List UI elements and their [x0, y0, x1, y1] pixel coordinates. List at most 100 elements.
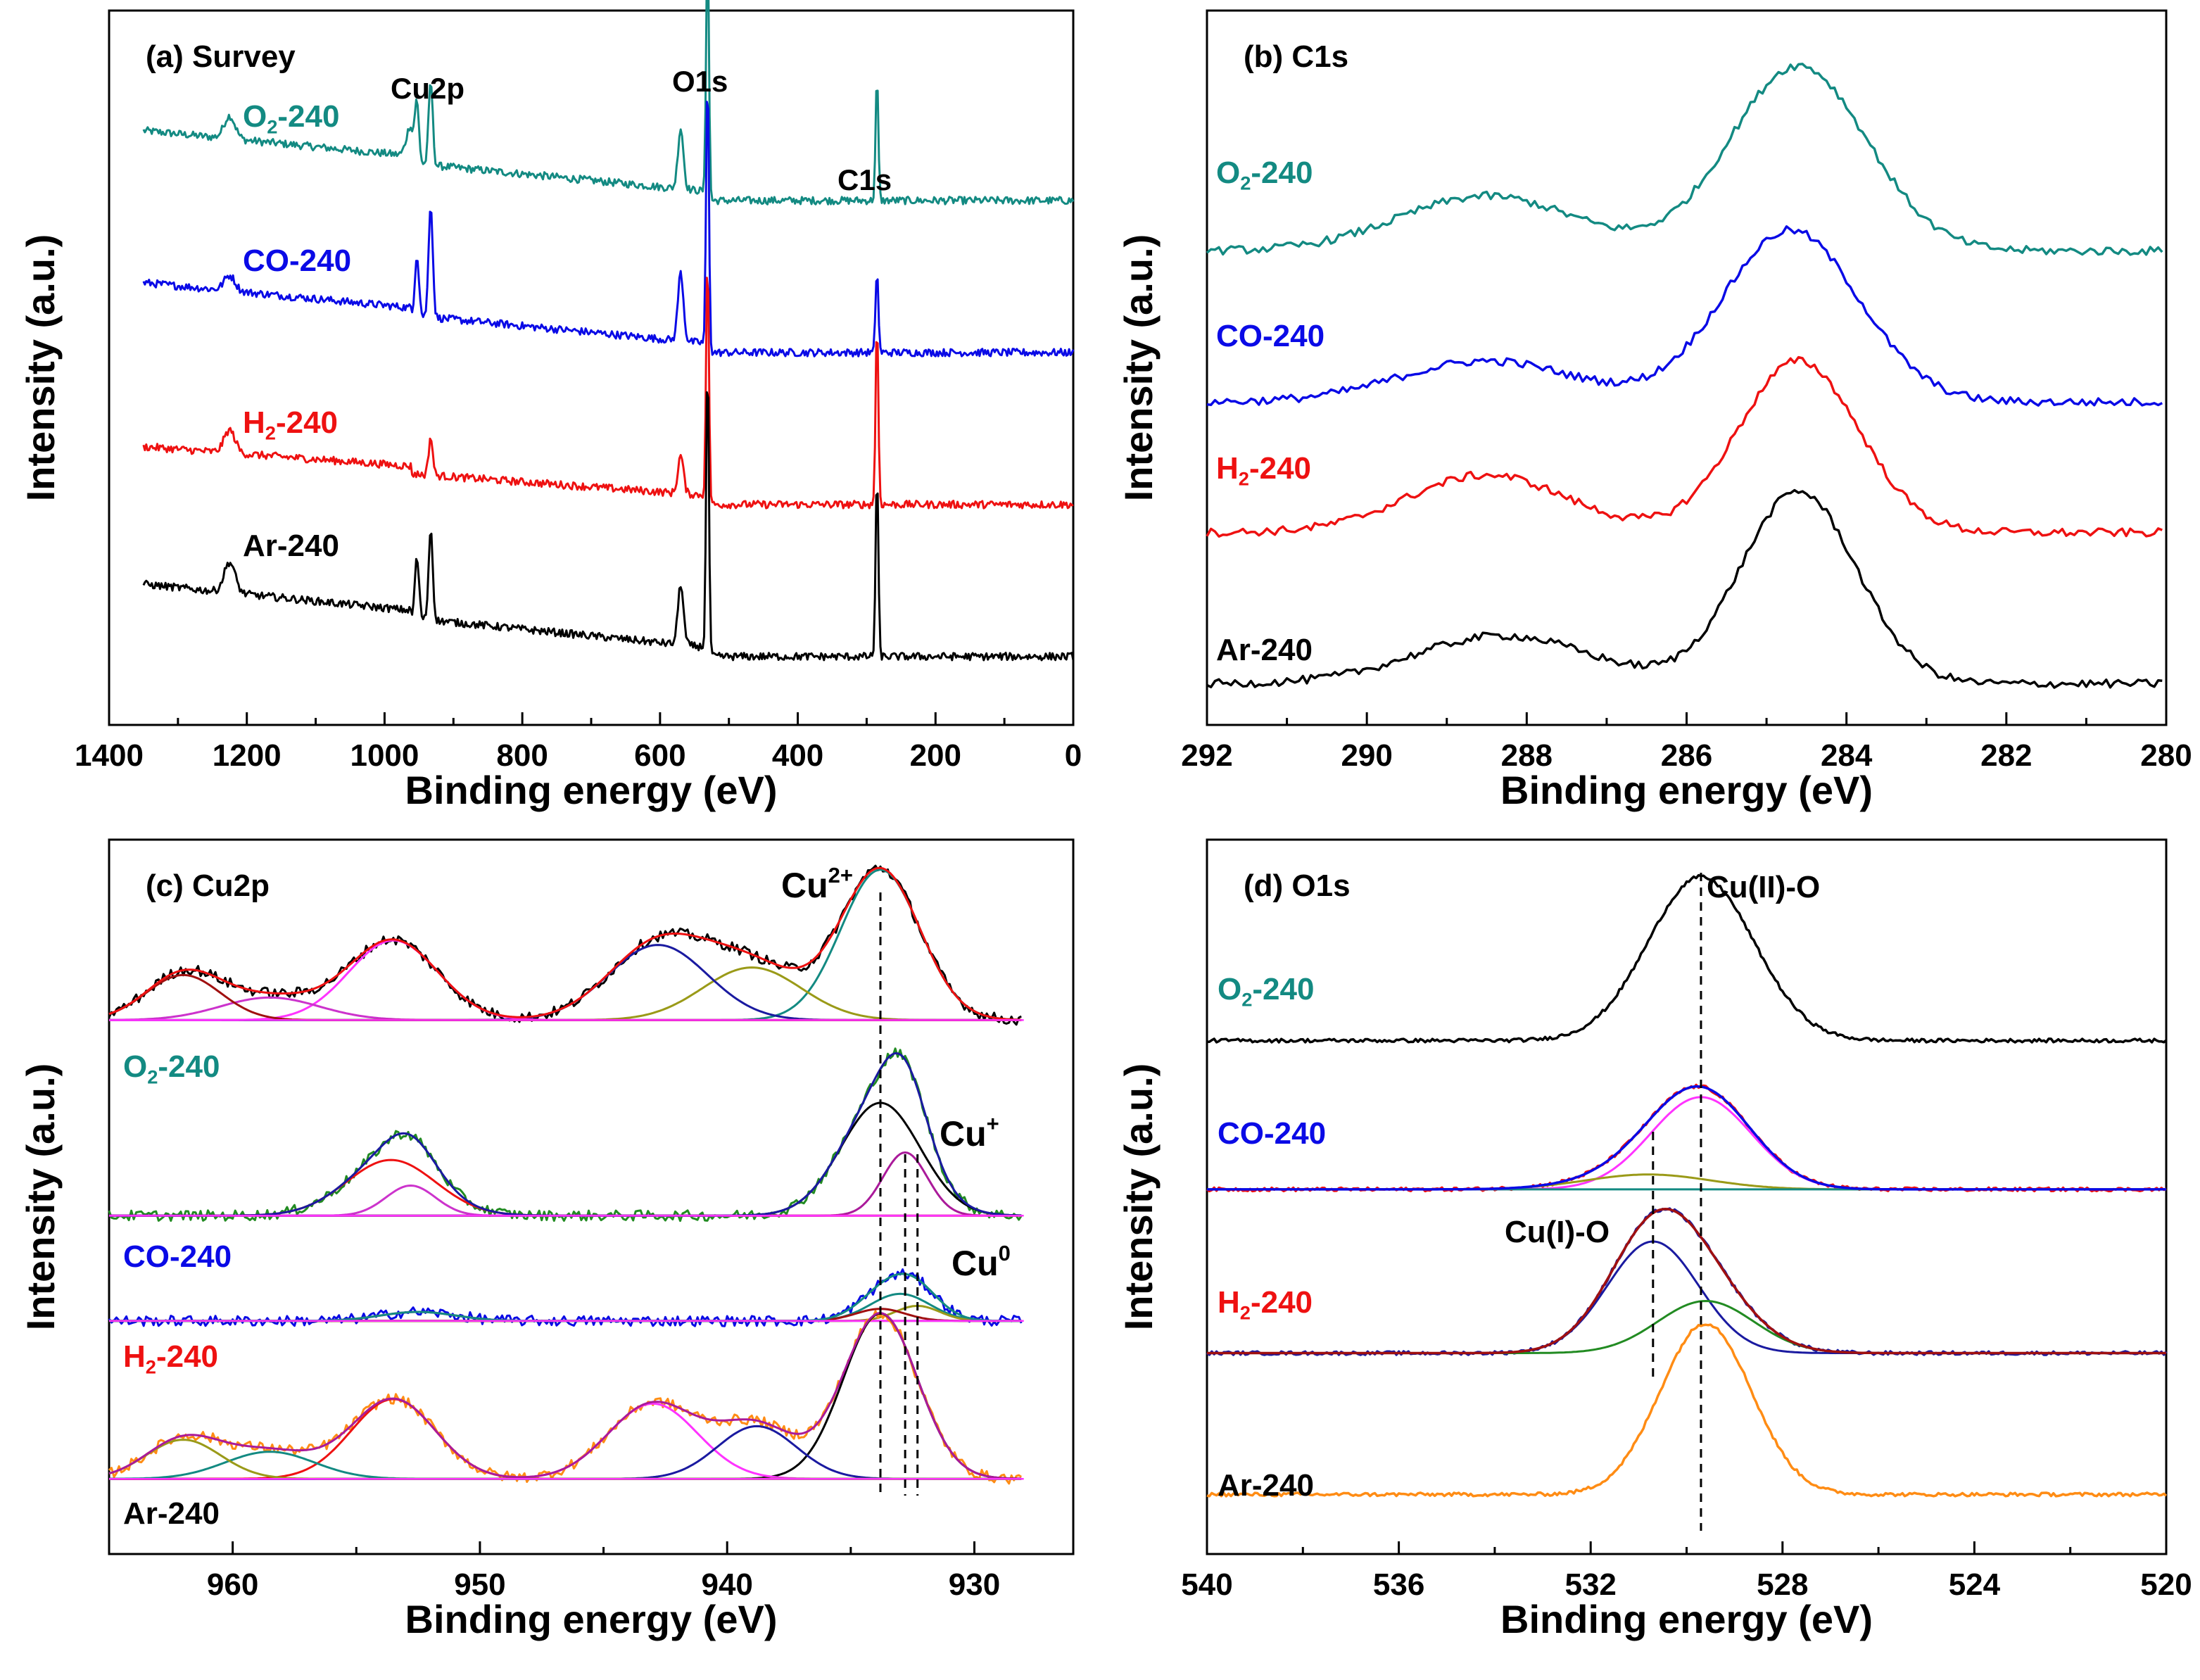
fit-component-line [109, 1185, 1022, 1217]
series-label: O2-240 [243, 99, 339, 138]
series-label: CO-240 [243, 244, 351, 278]
x-tick-label: 292 [1181, 738, 1232, 773]
x-tick-label: 282 [1980, 738, 2032, 773]
series-label: O2-240 [123, 1049, 220, 1088]
x-axis-label: Binding energy (eV) [1500, 1597, 1873, 1641]
fit-envelope-line [108, 866, 1022, 1021]
fit-component-line [1207, 1300, 2166, 1354]
panel-title: (b) C1s [1244, 39, 1348, 74]
series-line-h2-240 [1206, 355, 2163, 538]
series-line-co-240 [1206, 225, 2163, 407]
x-tick-label: 1400 [75, 738, 144, 773]
annotation-cu0: Cu0 [952, 1241, 1011, 1283]
annotation-cu2p: Cu2p [391, 72, 464, 105]
x-tick-label: 960 [207, 1567, 258, 1602]
series-label: Ar-240 [1218, 1468, 1314, 1503]
y-axis-label: Intensity (a.u.) [18, 234, 63, 502]
fit-envelope-line [1207, 1208, 2166, 1355]
y-axis-label: Intensity (a.u.) [1116, 1063, 1161, 1331]
fit-component-line [109, 1158, 1022, 1217]
annotation-cu2-o: Cu(II)-O [1707, 870, 1820, 904]
x-tick-label: 600 [634, 738, 685, 773]
series-label: H2-240 [1218, 1285, 1313, 1324]
series-label: Ar-240 [243, 529, 339, 563]
raw-data-line [1206, 1323, 2168, 1498]
raw-data-line [108, 1047, 1023, 1223]
series-label: H2-240 [243, 405, 338, 444]
series-line-h2-240 [142, 277, 1074, 510]
raw-data-line [1206, 873, 2168, 1044]
x-tick-label: 1000 [350, 738, 419, 773]
raw-data-line [1206, 1207, 2168, 1356]
y-axis-label: Intensity (a.u.) [18, 1063, 63, 1331]
fit-component-line [108, 973, 1022, 1021]
fit-component-line [109, 1312, 1022, 1480]
plot-frame [1206, 838, 2168, 1555]
series-line-ar-240 [1206, 488, 2163, 689]
plot-frame [1206, 9, 2168, 726]
fit-component-line [109, 1425, 1022, 1480]
annotation-cu1-o: Cu(I)-O [1505, 1215, 1610, 1249]
x-tick-label: 528 [1757, 1567, 1808, 1602]
panel-a-survey: 1400 1200 1000 800 600 400 200 0 Binding energy … [18, 0, 1082, 812]
fit-component-line [1207, 1096, 2166, 1191]
annotation-c1s: C1s [837, 163, 892, 196]
plot-frame [108, 838, 1075, 1555]
panel-title: (a) Survey [146, 39, 296, 74]
x-tick-label: 930 [949, 1567, 1000, 1602]
panel-d-o1s: 540 536 532 528 524 520 Binding energy (eV) Int… [1116, 838, 2192, 1641]
x-tick-label: 288 [1501, 738, 1553, 773]
panel-c-cu2p: 960 950 940 930 Binding energy (eV) Intensity… [18, 838, 1075, 1641]
panel-title: (c) Cu2p [146, 869, 270, 903]
series-label: O2-240 [1218, 972, 1314, 1011]
x-tick-label: 532 [1564, 1567, 1616, 1602]
x-tick-label: 536 [1373, 1567, 1424, 1602]
raw-data-line [108, 1268, 1023, 1327]
x-axis-label: Binding energy (eV) [405, 1597, 778, 1641]
x-tick-label: 940 [701, 1567, 752, 1602]
series-label: H2-240 [1216, 451, 1311, 490]
x-tick-label: 524 [1949, 1567, 2001, 1602]
fit-component-line [109, 966, 1022, 1021]
series-line-ar-240 [142, 391, 1075, 662]
x-tick-label: 0 [1065, 738, 1082, 773]
fit-envelope-line [108, 1312, 1022, 1480]
x-tick-label: 280 [2140, 738, 2192, 773]
y-axis-label: Intensity (a.u.) [1116, 234, 1161, 502]
x-tick-label: 200 [910, 738, 961, 773]
x-tick-label: 800 [496, 738, 548, 773]
x-axis-label: Binding energy (eV) [1500, 768, 1873, 812]
fit-component-line [109, 1101, 1022, 1217]
fit-envelope-line [1207, 1085, 2166, 1191]
series-label: Ar-240 [1216, 633, 1313, 667]
x-tick-label: 540 [1181, 1567, 1232, 1602]
fit-envelope-line [109, 1052, 1022, 1217]
fit-component-line [1207, 1173, 2166, 1191]
raw-data-line [108, 864, 1022, 1026]
x-tick-label: 290 [1341, 738, 1392, 773]
series-label: H2-240 [123, 1339, 218, 1378]
series-label: CO-240 [1218, 1116, 1326, 1151]
x-tick-label: 1200 [213, 738, 282, 773]
x-tick-label: 520 [2140, 1567, 2192, 1602]
series-label: CO-240 [1216, 319, 1325, 353]
series-line-o2-240 [1206, 63, 2163, 256]
annotation-o1s: O1s [672, 65, 728, 98]
x-tick-label: 950 [454, 1567, 505, 1602]
series-label: Ar-240 [123, 1496, 220, 1531]
x-tick-label: 284 [1821, 738, 1873, 773]
series-line-co-240 [142, 101, 1075, 358]
x-axis-label: Binding energy (eV) [405, 768, 778, 812]
raw-data-line [108, 1310, 1023, 1485]
x-tick-label: 286 [1661, 738, 1712, 773]
series-label: CO-240 [123, 1239, 232, 1274]
fit-component-line [109, 1151, 1022, 1217]
x-tick-label: 400 [772, 738, 823, 773]
series-line-o2-240 [142, 0, 1075, 206]
annotation-cuplus: Cu+ [940, 1111, 999, 1154]
panel-title: (d) O1s [1244, 869, 1351, 903]
series-label: O2-240 [1216, 156, 1313, 194]
panel-b-c1s: 292 290 288 286 284 282 280 Binding energy (eV)… [1116, 9, 2192, 812]
annotation-cu2plus: Cu2+ [781, 863, 853, 905]
